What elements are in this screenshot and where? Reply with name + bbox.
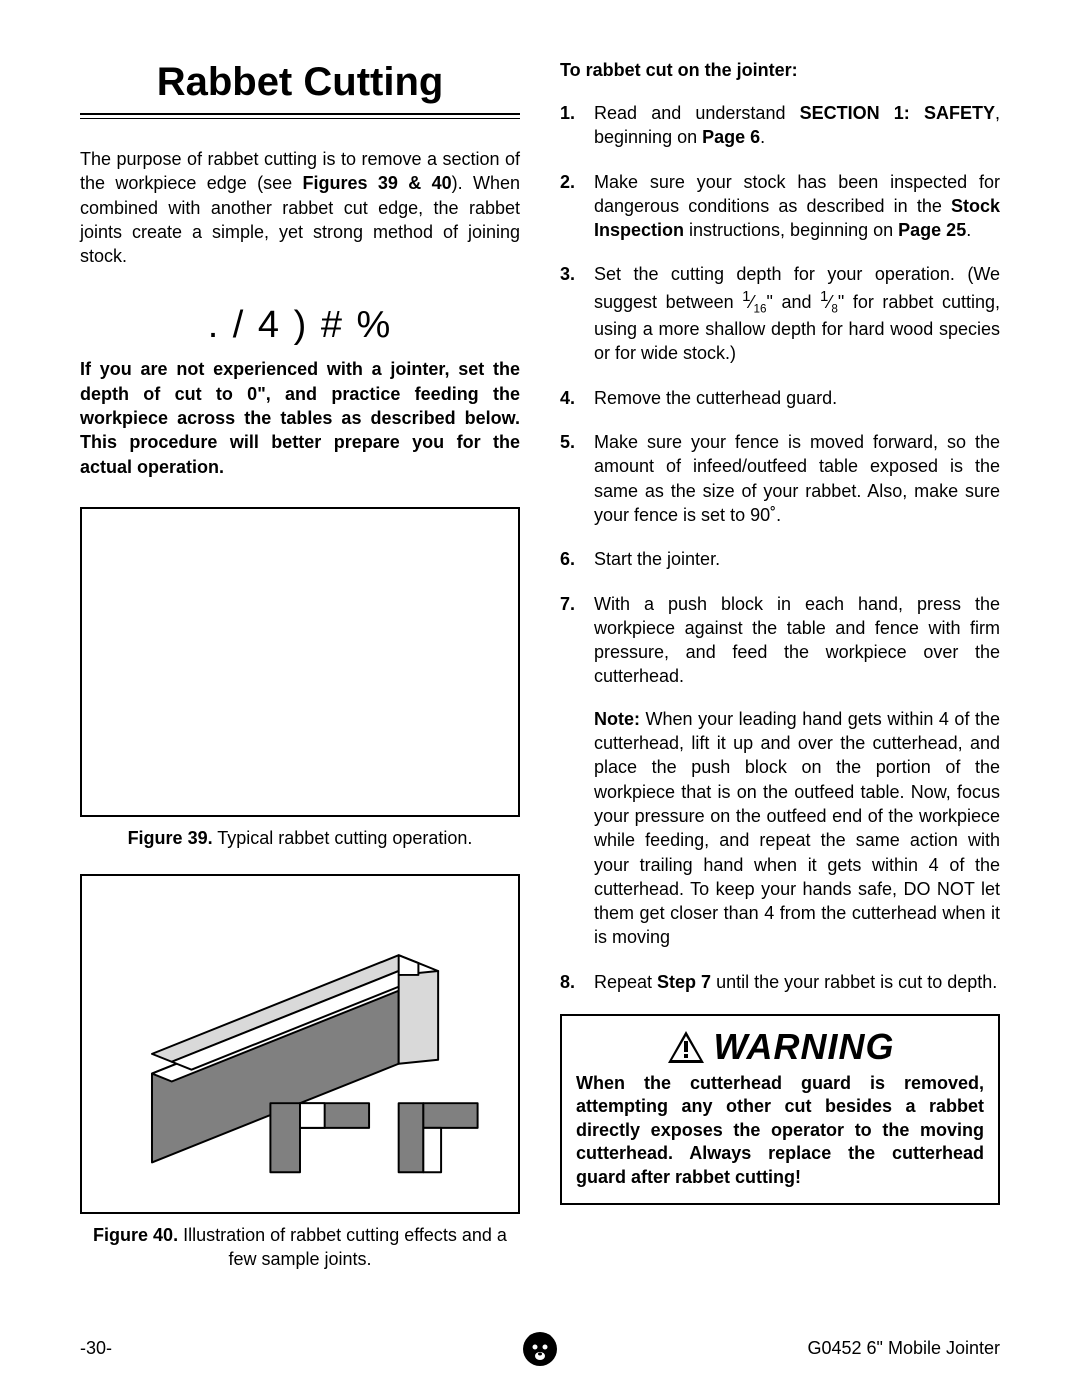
step-2: Make sure your stock has been inspected …	[560, 170, 1000, 243]
notice-heading: . / 4 ) # %	[80, 304, 520, 347]
title-rule	[80, 113, 520, 119]
bear-logo-icon	[522, 1331, 558, 1367]
warning-triangle-icon	[666, 1029, 706, 1065]
warning-heading: WARNING	[576, 1026, 984, 1068]
procedure-steps: Read and understand SECTION 1: SAFETY, b…	[560, 101, 1000, 994]
step-1: Read and understand SECTION 1: SAFETY, b…	[560, 101, 1000, 150]
model-label: G0452 6" Mobile Jointer	[808, 1338, 1001, 1359]
step-3: Set the cutting depth for your operation…	[560, 262, 1000, 365]
page-number: -30-	[80, 1338, 112, 1359]
step-5: Make sure your fence is moved forward, s…	[560, 430, 1000, 527]
procedure-heading: To rabbet cut on the jointer:	[560, 60, 1000, 81]
right-column: To rabbet cut on the jointer: Read and u…	[560, 60, 1000, 1271]
intro-paragraph: The purpose of rabbet cutting is to remo…	[80, 147, 520, 268]
step-8: Repeat Step 7 until the your rabbet is c…	[560, 970, 1000, 994]
warning-box: WARNING When the cutterhead guard is rem…	[560, 1014, 1000, 1205]
left-column: Rabbet Cutting The purpose of rabbet cut…	[80, 60, 520, 1271]
page-title: Rabbet Cutting	[80, 60, 520, 113]
rabbet-illustration-icon	[102, 896, 498, 1192]
notice-head-text: . / 4 ) # %	[208, 304, 393, 346]
page-columns: Rabbet Cutting The purpose of rabbet cut…	[80, 60, 1000, 1271]
step-6: Start the jointer.	[560, 547, 1000, 571]
notice-body: If you are not experienced with a jointe…	[80, 357, 520, 478]
warning-head-text: WARNING	[714, 1026, 895, 1068]
page-footer: -30- G0452 6" Mobile Jointer	[80, 1338, 1000, 1359]
figure-39-box	[80, 507, 520, 817]
warning-body: When the cutterhead guard is removed, at…	[576, 1072, 984, 1189]
step-7: With a push block in each hand, press th…	[560, 592, 1000, 950]
figure-39-caption: Figure 39. Typical rabbet cutting operat…	[80, 827, 520, 850]
step-4: Remove the cutterhead guard.	[560, 386, 1000, 410]
figure-40-caption: Figure 40. Illustration of rabbet cuttin…	[80, 1224, 520, 1271]
figure-40-box	[80, 874, 520, 1214]
